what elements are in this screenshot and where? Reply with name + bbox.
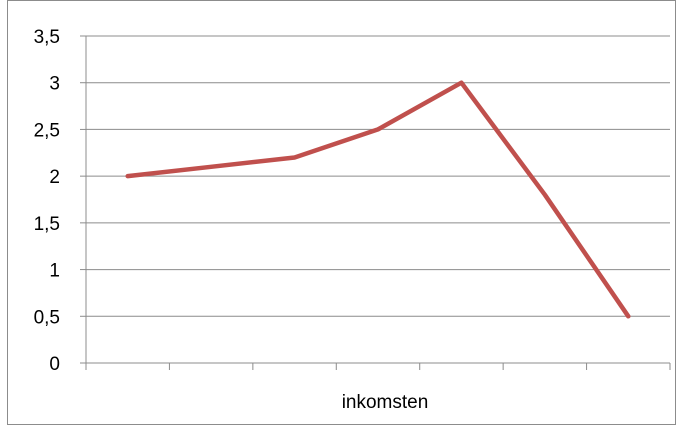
- y-tick-label: 3,5: [34, 27, 60, 48]
- y-tick-label: 1,5: [34, 214, 60, 235]
- chart-border: [8, 1, 676, 425]
- y-tick-label: 3: [49, 74, 60, 95]
- y-tick-label: 2,5: [34, 120, 60, 141]
- x-axis-label: inkomsten: [342, 392, 429, 413]
- y-tick-label: 0,5: [34, 307, 60, 328]
- y-tick-label: 0: [49, 354, 60, 375]
- y-tick-label: 1: [49, 261, 60, 282]
- y-tick-label: 2: [49, 167, 60, 188]
